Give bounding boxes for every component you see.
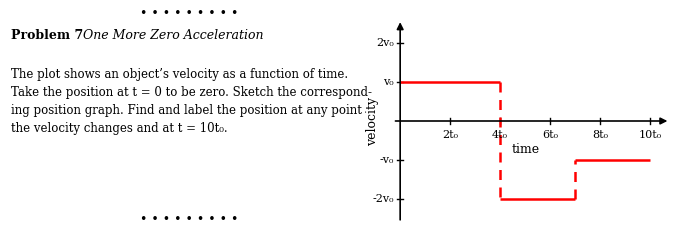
Text: One More Zero Acceleration: One More Zero Acceleration: [83, 29, 264, 42]
Text: The plot shows an object’s velocity as a function of time.
Take the position at : The plot shows an object’s velocity as a…: [12, 68, 372, 135]
Text: Problem 7: Problem 7: [12, 29, 84, 42]
Text: -v₀: -v₀: [380, 155, 394, 165]
Text: -2v₀: -2v₀: [372, 194, 394, 204]
Text: velocity: velocity: [366, 97, 379, 145]
Text: 6t₀: 6t₀: [542, 130, 559, 140]
Text: v₀: v₀: [383, 77, 394, 87]
Text: 8t₀: 8t₀: [592, 130, 608, 140]
Text: 10t₀: 10t₀: [638, 130, 662, 140]
Text: time: time: [511, 143, 540, 156]
Text: • • • • • • • • •: • • • • • • • • •: [140, 213, 239, 226]
Text: 4t₀: 4t₀: [492, 130, 508, 140]
Text: 2v₀: 2v₀: [376, 38, 394, 48]
Text: 2t₀: 2t₀: [442, 130, 458, 140]
Text: • • • • • • • • •: • • • • • • • • •: [140, 7, 239, 20]
